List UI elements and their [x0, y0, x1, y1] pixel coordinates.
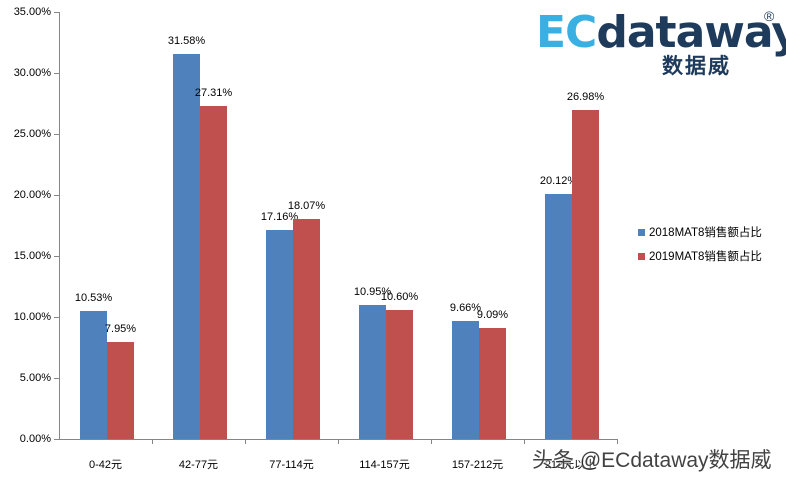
x-tick-mark — [245, 439, 246, 444]
legend-swatch-2018 — [638, 228, 645, 236]
legend-item-2018: 2018MAT8销售额占比 — [638, 220, 762, 244]
x-tick-label: 114-157元 — [359, 459, 410, 471]
data-label: 27.31% — [194, 86, 233, 99]
data-label: 18.07% — [287, 199, 326, 212]
watermark: 头条 @ECdataway数据威 — [532, 449, 772, 472]
bar-2019 — [200, 105, 227, 439]
bar-2019 — [572, 109, 599, 439]
x-tick-label: 0-42元 — [88, 459, 123, 471]
registered-mark: ® — [764, 8, 775, 24]
legend-swatch-2019 — [638, 252, 645, 260]
bar-2019 — [386, 309, 413, 439]
data-label: 10.60% — [380, 290, 419, 303]
ecdataway-logo: ECdataway ® 数据威 — [536, 8, 786, 79]
y-tick-mark — [54, 439, 59, 440]
x-tick-label: 157-212元 — [451, 459, 504, 471]
x-tick-mark — [524, 439, 525, 444]
y-tick-mark — [54, 256, 59, 257]
y-tick-label: 5.00% — [19, 372, 51, 384]
bar-2018 — [173, 53, 200, 439]
data-label: 9.66% — [449, 302, 482, 315]
y-tick-label: 30.00% — [13, 67, 51, 79]
bar-2019 — [293, 218, 320, 439]
y-tick-label: 0.00% — [19, 433, 51, 445]
y-axis — [59, 12, 60, 440]
x-tick-mark — [431, 439, 432, 444]
bar-2018 — [359, 305, 386, 439]
bar-2019 — [479, 328, 506, 439]
x-tick-label: 42-77元 — [178, 459, 219, 471]
y-tick-mark — [54, 12, 59, 13]
legend-label-2018: 2018MAT8销售额占比 — [649, 227, 762, 239]
logo-ec: EC — [536, 7, 597, 58]
x-tick-mark — [338, 439, 339, 444]
data-label: 26.98% — [566, 90, 605, 103]
data-label: 10.95% — [353, 286, 392, 299]
bar-2018 — [266, 229, 293, 439]
bar-2018 — [545, 193, 572, 439]
data-label: 9.09% — [476, 309, 509, 322]
logo-wordmark: ECdataway — [536, 8, 786, 58]
bar-2019 — [107, 342, 134, 439]
data-label: 31.58% — [167, 34, 206, 47]
y-tick-mark — [54, 195, 59, 196]
y-tick-label: 20.00% — [13, 189, 51, 201]
y-tick-label: 35.00% — [13, 6, 51, 18]
x-tick-mark — [152, 439, 153, 444]
legend-label-2019: 2019MAT8销售额占比 — [649, 251, 762, 263]
x-tick-label: 77-114元 — [269, 459, 314, 471]
y-tick-label: 25.00% — [13, 128, 51, 140]
x-tick-mark — [617, 439, 618, 444]
legend: 2018MAT8销售额占比 2019MAT8销售额占比 — [638, 220, 762, 268]
x-tick-label: 212元以上 — [544, 459, 597, 471]
y-tick-mark — [54, 378, 59, 379]
y-tick-mark — [54, 134, 59, 135]
y-tick-label: 15.00% — [13, 250, 51, 262]
y-tick-label: 10.00% — [13, 311, 51, 323]
bar-2018 — [452, 321, 479, 439]
legend-item-2019: 2019MAT8销售额占比 — [638, 244, 762, 268]
data-label: 10.53% — [74, 291, 113, 304]
y-tick-mark — [54, 73, 59, 74]
logo-dataway: dataway — [596, 7, 786, 58]
data-label: 20.12% — [539, 174, 578, 187]
data-label: 7.95% — [104, 323, 137, 335]
bar-2018 — [80, 310, 107, 439]
logo-chinese: 数据威 — [662, 55, 731, 78]
y-tick-mark — [54, 317, 59, 318]
data-label: 17.16% — [260, 210, 299, 223]
